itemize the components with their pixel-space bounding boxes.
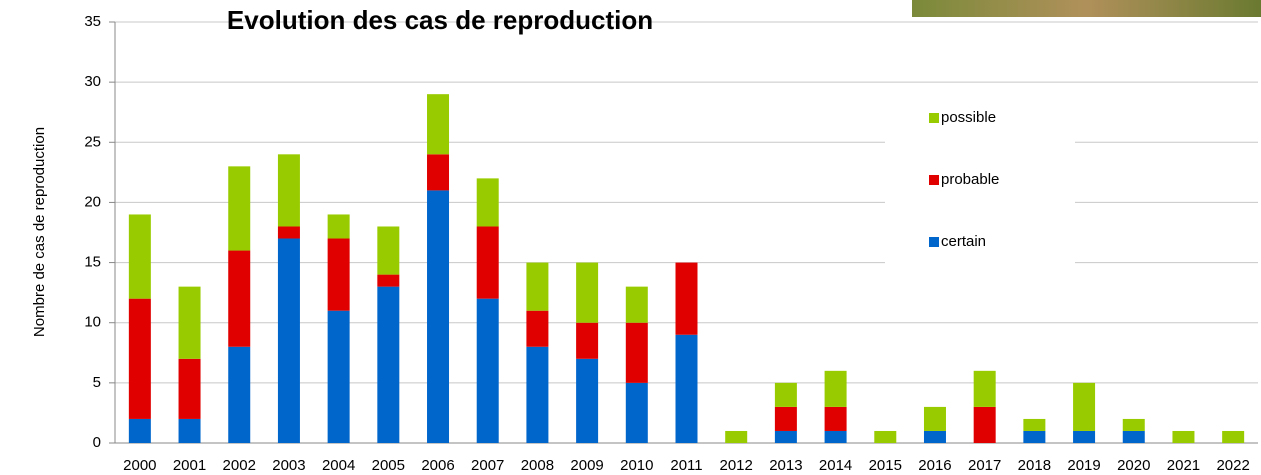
bar-segment bbox=[625, 286, 648, 323]
bar-segment bbox=[178, 286, 201, 359]
bar-segment bbox=[625, 382, 648, 443]
chart-title: Evolution des cas de reproduction bbox=[227, 5, 653, 35]
bar-segment bbox=[476, 226, 499, 299]
bar-segment bbox=[327, 214, 350, 239]
x-tick-label: 2018 bbox=[1018, 457, 1051, 474]
bar-segment bbox=[1122, 430, 1145, 443]
bar-segment bbox=[277, 154, 300, 227]
bar-segment bbox=[1172, 430, 1195, 443]
bar-segment bbox=[1222, 430, 1245, 443]
bar-segment bbox=[476, 298, 499, 443]
bar-segment bbox=[476, 178, 499, 227]
bar-segment bbox=[327, 238, 350, 311]
bar-segment bbox=[973, 406, 996, 443]
x-tick-label: 2016 bbox=[918, 457, 951, 474]
y-tick-label: 0 bbox=[93, 434, 101, 451]
bar-segment bbox=[1122, 418, 1145, 431]
legend-label: probable bbox=[941, 171, 999, 188]
y-tick-label: 10 bbox=[84, 314, 101, 331]
x-tick-label: 2008 bbox=[521, 457, 554, 474]
bar-segment bbox=[427, 190, 450, 443]
x-tick-label: 2022 bbox=[1216, 457, 1249, 474]
y-tick-label: 25 bbox=[84, 133, 101, 150]
bar-segment bbox=[277, 238, 300, 443]
bar-segment bbox=[923, 406, 946, 431]
legend-label: possible bbox=[941, 109, 996, 126]
bar-segment bbox=[277, 226, 300, 239]
y-axis-label: Nombre de cas de reproduction bbox=[31, 127, 48, 337]
bar-segment bbox=[576, 262, 599, 323]
legend-swatch bbox=[929, 175, 939, 185]
legend-swatch bbox=[929, 237, 939, 247]
y-tick-label: 5 bbox=[93, 374, 101, 391]
bar-segment bbox=[1023, 418, 1046, 431]
x-tick-label: 2003 bbox=[272, 457, 305, 474]
legend-box bbox=[885, 95, 1075, 265]
bar-segment bbox=[824, 370, 847, 407]
x-tick-label: 2009 bbox=[570, 457, 603, 474]
x-tick-label: 2010 bbox=[620, 457, 653, 474]
legend-swatch bbox=[929, 113, 939, 123]
bar-segment bbox=[377, 226, 400, 275]
bar-segment bbox=[1023, 430, 1046, 443]
y-tick-label: 30 bbox=[84, 73, 101, 90]
bar-segment bbox=[178, 358, 201, 419]
x-tick-label: 2004 bbox=[322, 457, 355, 474]
bar-segment bbox=[675, 334, 698, 443]
bar-segment bbox=[725, 430, 748, 443]
x-tick-label: 2006 bbox=[421, 457, 454, 474]
x-tick-label: 2017 bbox=[968, 457, 1001, 474]
bar-segment bbox=[774, 406, 797, 431]
photo bbox=[912, 0, 1261, 17]
x-tick-label: 2011 bbox=[670, 457, 702, 474]
bar-segment bbox=[128, 418, 151, 443]
bar-segment bbox=[128, 214, 151, 299]
bar-segment bbox=[824, 406, 847, 431]
bar-segment bbox=[1073, 382, 1096, 431]
y-tick-label: 35 bbox=[84, 13, 101, 30]
bar-segment bbox=[576, 322, 599, 359]
bar-segment bbox=[675, 262, 698, 335]
bar-segment bbox=[774, 430, 797, 443]
legend-label: certain bbox=[941, 233, 986, 250]
bar-segment bbox=[874, 430, 897, 443]
bar-segment bbox=[178, 418, 201, 443]
bar-segment bbox=[824, 430, 847, 443]
x-tick-label: 2007 bbox=[471, 457, 504, 474]
bar-segment bbox=[327, 310, 350, 443]
bar-segment bbox=[377, 286, 400, 443]
bar-segment bbox=[774, 382, 797, 407]
x-tick-label: 2014 bbox=[819, 457, 852, 474]
bar-segment bbox=[526, 346, 549, 443]
y-tick-label: 15 bbox=[84, 254, 101, 271]
bar-segment bbox=[228, 346, 251, 443]
bar-segment bbox=[228, 250, 251, 347]
bar-segment bbox=[923, 430, 946, 443]
x-tick-label: 2015 bbox=[869, 457, 902, 474]
bar-segment bbox=[526, 262, 549, 311]
x-tick-label: 2013 bbox=[769, 457, 802, 474]
bar-segment bbox=[427, 154, 450, 191]
y-tick-label: 20 bbox=[84, 193, 101, 210]
bar-segment bbox=[625, 322, 648, 383]
bar-segment bbox=[128, 298, 151, 419]
bar-segment bbox=[576, 358, 599, 443]
bar-segment bbox=[427, 94, 450, 155]
x-tick-label: 2000 bbox=[123, 457, 156, 474]
bar-segment bbox=[228, 166, 251, 251]
bar-segment bbox=[973, 370, 996, 407]
x-tick-label: 2002 bbox=[223, 457, 256, 474]
x-tick-label: 2005 bbox=[372, 457, 405, 474]
bar-segment bbox=[1073, 430, 1096, 443]
x-tick-label: 2012 bbox=[720, 457, 753, 474]
x-tick-label: 2021 bbox=[1167, 457, 1200, 474]
bar-segment bbox=[377, 274, 400, 287]
x-tick-label: 2019 bbox=[1067, 457, 1100, 474]
bar-segment bbox=[526, 310, 549, 347]
x-tick-label: 2020 bbox=[1117, 457, 1150, 474]
x-tick-label: 2001 bbox=[173, 457, 206, 474]
